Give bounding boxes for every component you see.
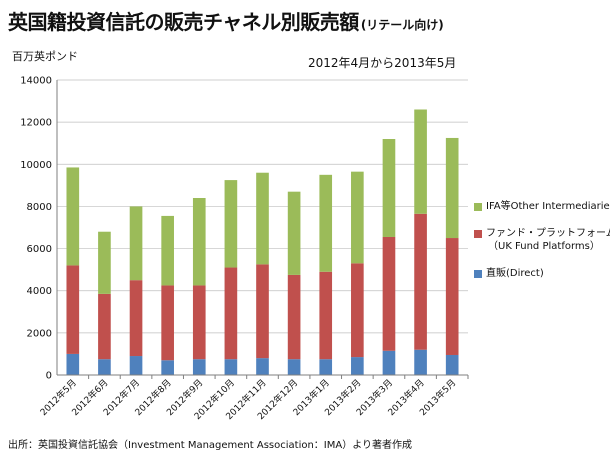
bar-segment-fund-platform [445, 238, 459, 355]
legend-swatch-direct [474, 270, 482, 278]
bar-segment-ifa [414, 109, 427, 214]
bar-segment-direct [66, 353, 80, 375]
bar-segment-ifa [161, 215, 174, 286]
y-tick-label: 8000 [27, 202, 52, 213]
unit-label: 百万英ポンド [12, 50, 78, 63]
bar-segment-fund-platform [224, 267, 238, 360]
bar-segment-ifa [445, 137, 459, 239]
bar-segment-direct [161, 360, 174, 375]
bar-segment-direct [382, 350, 396, 375]
bar-segment-fund-platform [192, 285, 206, 360]
bar-segment-ifa [66, 167, 80, 266]
bar-segment-direct [256, 358, 269, 375]
legend-label-ifa: IFA等Other Intermediaries [486, 201, 610, 212]
bar-segment-direct [351, 357, 364, 375]
legend-label-fund-platform-line2: （UK Fund Platforms） [488, 241, 600, 252]
chart-legend: IFA等Other Intermediaries ファンド・プラットフォーム （… [474, 200, 610, 294]
bar-segment-ifa [192, 198, 206, 286]
bar-segment-direct [192, 359, 206, 375]
bar-segment-fund-platform [287, 274, 301, 360]
legend-swatch-fund-platform [474, 230, 482, 238]
bar-segment-ifa [98, 231, 111, 294]
legend-label-fund-platform-line1: ファンド・プラットフォーム [486, 228, 610, 239]
bar-segment-fund-platform [98, 293, 111, 360]
y-tick-label: 12000 [20, 118, 52, 129]
bar-segment-ifa [224, 180, 238, 268]
bar-segment-fund-platform [256, 264, 269, 359]
y-tick-labels: 0 2000 4000 6000 8000 10000 12000 14000 [20, 76, 52, 382]
bar-segment-direct [129, 356, 143, 375]
legend-label-fund-platform: ファンド・プラットフォーム （UK Fund Platforms） [486, 227, 610, 253]
period-label: 2012年4月から2013年5月 [308, 56, 457, 70]
bar-segment-ifa [351, 171, 364, 264]
bar-segment-ifa [382, 139, 396, 237]
bar-segment-fund-platform [414, 213, 427, 350]
source-note: 出所：英国投資信託協会（Investment Management Associ… [8, 440, 413, 451]
bar-segment-fund-platform [351, 263, 364, 358]
bar-segment-ifa [129, 206, 143, 281]
axis-layer [56, 80, 469, 379]
bar-segment-ifa [319, 174, 333, 272]
bar-segment-direct [224, 359, 238, 375]
bar-segment-direct [319, 359, 333, 375]
page-title-main: 英国籍投資信託の販売チャネル別販売額 [8, 10, 359, 34]
bar-segment-fund-platform [382, 236, 396, 351]
bar-segment-direct [445, 354, 459, 375]
bar-segment-ifa [287, 191, 301, 275]
bar-segment-direct [287, 359, 301, 375]
bar-segment-direct [98, 359, 111, 375]
page-title-suffix: (リテール向け) [360, 18, 444, 32]
bar-segment-fund-platform [319, 271, 333, 360]
y-tick-label: 14000 [20, 76, 52, 87]
legend-swatch-ifa [474, 203, 482, 211]
legend-label-direct: 直販(Direct) [486, 268, 544, 279]
y-tick-label: 4000 [27, 286, 52, 297]
page-title: 英国籍投資信託の販売チャネル別販売額 (リテール向け) [8, 6, 602, 35]
y-tick-label: 2000 [27, 328, 52, 339]
bar-layer [66, 109, 459, 375]
legend-item-direct: 直販(Direct) [474, 267, 608, 280]
bar-segment-ifa [256, 172, 269, 265]
legend-item-fund-platform: ファンド・プラットフォーム （UK Fund Platforms） [474, 227, 610, 253]
bar-segment-direct [414, 349, 427, 375]
bar-segment-fund-platform [66, 265, 80, 354]
legend-item-ifa: IFA等Other Intermediaries [474, 200, 610, 213]
y-tick-label: 6000 [27, 244, 52, 255]
y-tick-label: 10000 [20, 160, 52, 171]
y-tick-label: 0 [46, 371, 52, 382]
bar-segment-fund-platform [161, 285, 174, 361]
bar-segment-fund-platform [129, 280, 143, 357]
x-tick-labels: 2012年5月2012年6月2012年7月2012年8月2012年9月2012年… [37, 377, 458, 423]
